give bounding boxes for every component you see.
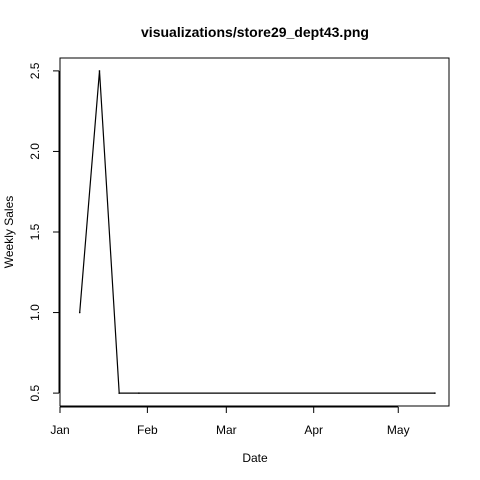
weekly-sales-line bbox=[79, 70, 435, 394]
y-tick-label: 1.5 bbox=[28, 223, 42, 240]
y-axis-label: Weekly Sales bbox=[2, 196, 16, 268]
x-tick-label: Feb bbox=[137, 423, 158, 437]
plot-area-frame bbox=[59, 57, 450, 407]
data-point bbox=[118, 392, 120, 394]
y-tick-label: 2.5 bbox=[28, 62, 42, 79]
y-tick-label: 2.0 bbox=[28, 143, 42, 160]
y-tick-label: 1.0 bbox=[28, 304, 42, 321]
data-point bbox=[98, 70, 101, 72]
x-axis: Jan Feb Mar Apr May bbox=[50, 406, 410, 437]
data-point bbox=[434, 392, 436, 394]
y-tick-label: 0.5 bbox=[28, 384, 42, 401]
x-tick-label: Mar bbox=[216, 423, 237, 437]
x-tick-label: Jan bbox=[50, 423, 69, 437]
x-tick-label: May bbox=[387, 423, 410, 437]
data-point bbox=[78, 311, 81, 314]
x-axis-label: Date bbox=[242, 451, 268, 465]
x-tick-label: Apr bbox=[304, 423, 323, 437]
chart-title: visualizations/store29_dept43.png bbox=[141, 24, 369, 40]
series-layer bbox=[78, 70, 436, 394]
y-axis: 0.5 1.0 1.5 2.0 2.5 bbox=[28, 62, 60, 401]
data-point bbox=[138, 392, 140, 394]
